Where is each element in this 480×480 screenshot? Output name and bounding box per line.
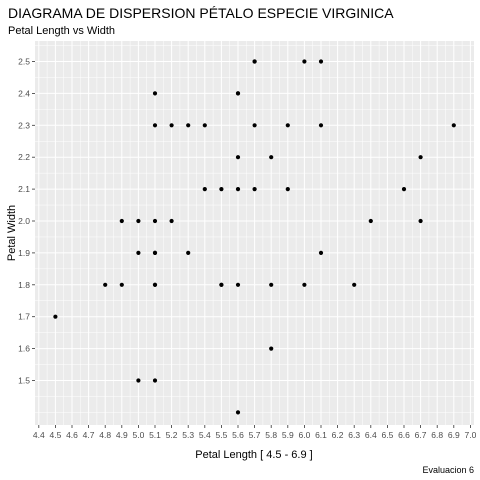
x-tick-label: 7.0 [464, 430, 476, 440]
y-tick-label: 2.5 [18, 57, 30, 67]
y-axis-label: Petal Width [6, 205, 18, 261]
data-point [236, 410, 240, 414]
data-point [153, 251, 157, 255]
x-tick-label: 6.1 [315, 430, 327, 440]
data-point [452, 123, 456, 127]
data-point [120, 283, 124, 287]
data-point [186, 123, 190, 127]
data-point [153, 91, 157, 95]
data-point [302, 59, 306, 63]
data-point [402, 187, 406, 191]
data-point [302, 283, 306, 287]
data-point [369, 219, 373, 223]
data-point [236, 187, 240, 191]
x-tick-label: 6.6 [398, 430, 410, 440]
data-point [319, 251, 323, 255]
x-tick-label: 5.2 [166, 430, 178, 440]
data-point [136, 251, 140, 255]
x-tick-label: 4.8 [99, 430, 111, 440]
x-tick-label: 6.9 [448, 430, 460, 440]
y-tick-label: 2.0 [18, 216, 30, 226]
x-tick-label: 5.8 [265, 430, 277, 440]
y-tick-label: 1.6 [18, 344, 30, 354]
x-tick-label: 6.8 [431, 430, 443, 440]
data-point [170, 123, 174, 127]
data-point [136, 378, 140, 382]
data-point [419, 219, 423, 223]
y-tick-label: 2.4 [18, 88, 30, 98]
data-point [153, 219, 157, 223]
data-point [236, 283, 240, 287]
data-point [253, 59, 257, 63]
data-point [419, 155, 423, 159]
data-point [319, 123, 323, 127]
data-point [153, 378, 157, 382]
chart-subtitle: Petal Length vs Width [8, 25, 115, 37]
x-tick-label: 4.7 [83, 430, 95, 440]
data-point [319, 59, 323, 63]
data-point [253, 123, 257, 127]
data-point [219, 283, 223, 287]
x-tick-label: 5.6 [232, 430, 244, 440]
x-tick-label: 5.3 [182, 430, 194, 440]
x-tick-label: 5.5 [215, 430, 227, 440]
data-point [186, 251, 190, 255]
data-point [286, 123, 290, 127]
x-axis-ticks: 4.4 4.5 4.6 4.7 4.8 4.9 5.0 5.1 5.2 5.3 5.4 5.5 5.6 5… [33, 425, 477, 440]
data-point [153, 123, 157, 127]
y-tick-label: 1.8 [18, 280, 30, 290]
x-tick-label: 5.4 [199, 430, 211, 440]
data-point [170, 219, 174, 223]
data-point [236, 155, 240, 159]
data-point [352, 283, 356, 287]
x-tick-label: 6.7 [415, 430, 427, 440]
data-point [153, 283, 157, 287]
y-tick-label: 2.3 [18, 120, 30, 130]
data-point [136, 219, 140, 223]
data-point [120, 219, 124, 223]
x-tick-label: 6.5 [381, 430, 393, 440]
data-point [236, 91, 240, 95]
data-point [53, 315, 57, 319]
y-tick-label: 2.2 [18, 152, 30, 162]
data-point [286, 187, 290, 191]
x-tick-label: 6.0 [298, 430, 310, 440]
x-tick-label: 6.3 [348, 430, 360, 440]
data-point [269, 347, 273, 351]
data-point [203, 123, 207, 127]
y-tick-label: 1.9 [18, 248, 30, 258]
y-tick-label: 2.1 [18, 184, 30, 194]
y-tick-label: 1.7 [18, 312, 30, 322]
x-tick-label: 5.9 [282, 430, 294, 440]
data-point [203, 187, 207, 191]
x-tick-label: 4.4 [33, 430, 45, 440]
y-axis-ticks: 1.5 1.6 1.7 1.8 1.9 2.0 2.1 2.2 2.3 2.4 2.5 [18, 57, 35, 386]
x-axis-label: Petal Length [ 4.5 - 6.9 ] [195, 449, 312, 461]
x-tick-label: 5.1 [149, 430, 161, 440]
x-tick-label: 4.5 [49, 430, 61, 440]
x-tick-label: 4.9 [116, 430, 128, 440]
chart-caption: Evaluacion 6 [422, 465, 474, 475]
data-point [253, 187, 257, 191]
x-tick-label: 5.0 [132, 430, 144, 440]
data-point [269, 283, 273, 287]
y-tick-label: 1.5 [18, 376, 30, 386]
data-point [269, 155, 273, 159]
x-tick-label: 6.4 [365, 430, 377, 440]
data-point [219, 187, 223, 191]
x-tick-label: 6.2 [332, 430, 344, 440]
x-tick-label: 5.7 [249, 430, 261, 440]
x-tick-label: 4.6 [66, 430, 78, 440]
data-point [103, 283, 107, 287]
chart-title: DIAGRAMA DE DISPERSION PÉTALO ESPECIE VI… [8, 5, 394, 21]
